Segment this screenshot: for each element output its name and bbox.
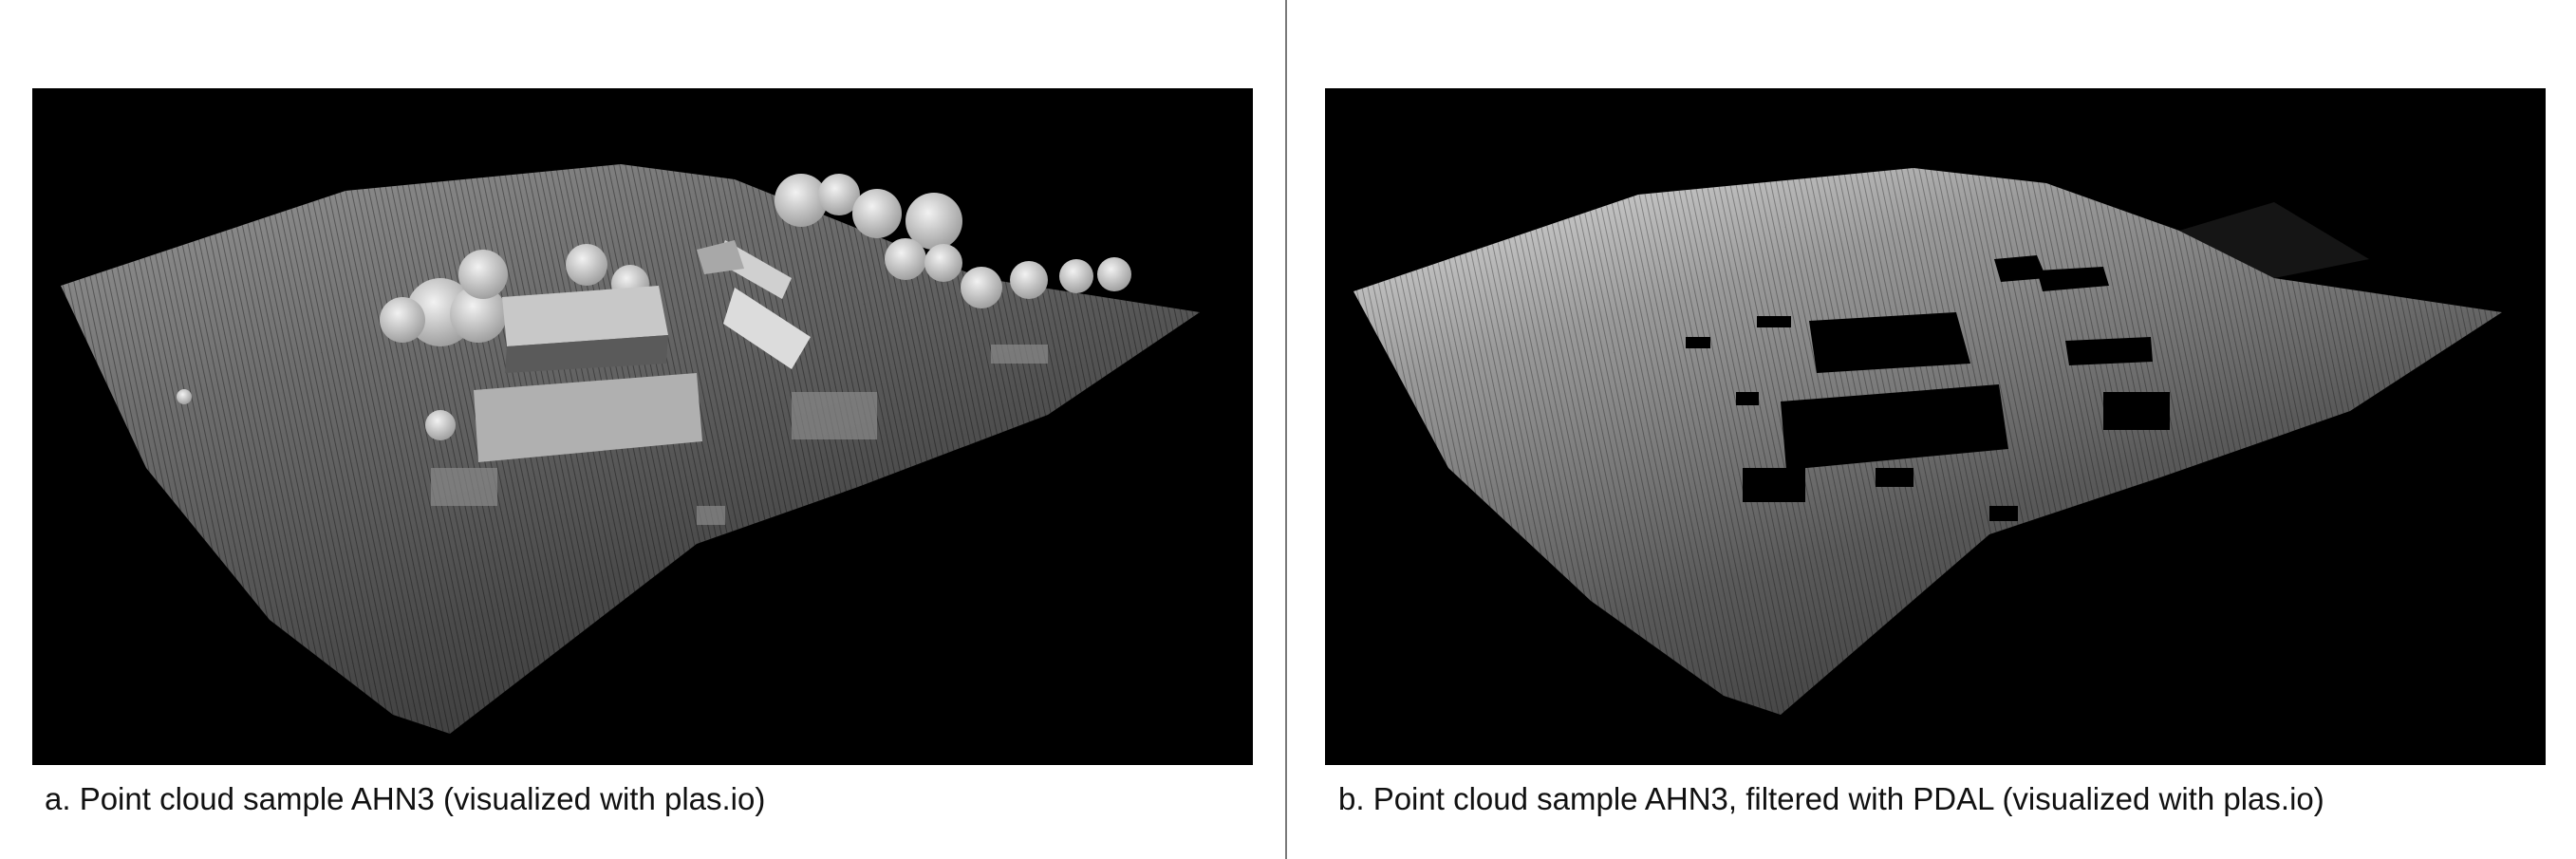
buildings [474,240,811,462]
point-cloud-view-b [1325,88,2546,765]
point-cloud-render-b [1353,168,2502,715]
ground-details [431,345,1048,525]
point-cloud-render-a [61,164,1200,734]
panel-divider [1285,0,1287,859]
caption-panel-a: a. Point cloud sample AHN3 (visualized w… [45,781,766,816]
filtered-holes [1686,255,2170,521]
point-cloud-view-a [32,88,1253,765]
caption-panel-b: b. Point cloud sample AHN3, filtered wit… [1338,781,2324,816]
